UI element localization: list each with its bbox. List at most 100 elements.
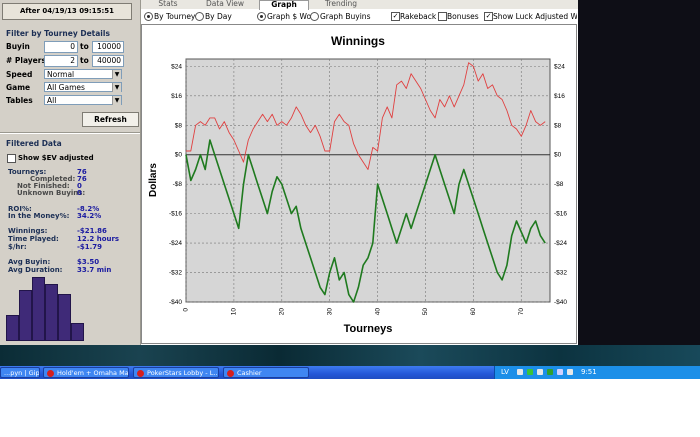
tray-icon[interactable] xyxy=(547,369,553,375)
app-window: After 04/19/13 09:15:51 Filter by Tourne… xyxy=(0,0,578,345)
filter-section-title: Filter by Tourney Details xyxy=(6,29,110,38)
rakeback-checkbox[interactable]: ✓ xyxy=(391,12,400,21)
stat-time-played-label: Time Played: xyxy=(8,235,59,243)
x-tick-label: 60 xyxy=(470,308,477,316)
graph-buyins-label: Graph Buyins xyxy=(320,12,371,21)
show-sev-checkbox[interactable] xyxy=(7,154,16,163)
y-tick-label-right: -$24 xyxy=(554,240,567,247)
game-value: All Games xyxy=(47,83,85,92)
graph-buyins-radio[interactable] xyxy=(310,12,319,21)
desktop-background-strip xyxy=(0,345,700,367)
stat-avg-duration-label: Avg Duration: xyxy=(8,266,63,274)
speed-value: Normal xyxy=(47,70,75,79)
x-tick-label: 20 xyxy=(279,308,286,316)
tables-select[interactable]: All ▼ xyxy=(44,95,122,105)
by-day-radio[interactable] xyxy=(195,12,204,21)
app-icon xyxy=(47,370,54,377)
stat-winnings-label: Winnings: xyxy=(8,227,48,235)
y-tick-label: -$32 xyxy=(169,270,182,277)
filtered-data-title: Filtered Data xyxy=(6,139,62,148)
winnings-chart: 0 10 20 30 40 50 60 70 -$40 -$40 -$32 -$32 -$24 -$24 -… xyxy=(148,34,567,335)
players-label: # Players xyxy=(6,56,46,65)
by-tourney-radio[interactable] xyxy=(144,12,153,21)
plot-area xyxy=(185,58,551,303)
series-lines xyxy=(185,62,546,303)
by-tourney-label: By Tourney xyxy=(154,12,196,21)
y-tick-label: $16 xyxy=(171,93,182,100)
histogram-bar xyxy=(71,323,84,341)
cashier-icon xyxy=(227,370,234,377)
tables-value: All xyxy=(47,96,57,105)
taskbar-item[interactable]: ...pyn | Gipsy... xyxy=(0,367,40,378)
y-tick-label-right: $0 xyxy=(554,152,562,159)
taskbar-item[interactable]: PokerStars Lobby - L... xyxy=(133,367,219,378)
system-tray: LV 9:51 xyxy=(494,366,700,379)
show-sev-label: Show $EV adjusted xyxy=(18,154,94,162)
stat-completed-label: Completed: xyxy=(30,175,76,183)
stat-per-hour-label: $/hr: xyxy=(8,243,27,251)
histogram-bar xyxy=(6,315,19,341)
graph-won-label: Graph $ Won xyxy=(267,12,316,21)
refresh-button[interactable]: Refresh xyxy=(82,112,139,127)
rakeback-label: Rakeback xyxy=(400,12,437,21)
stat-per-hour-value: -$1.79 xyxy=(77,243,103,251)
y-tick-label-right: -$8 xyxy=(554,181,564,188)
y-tick-label: $8 xyxy=(175,122,183,129)
tab-stats[interactable]: Stats xyxy=(158,0,178,8)
show-luck-checkbox[interactable]: ✓ xyxy=(484,12,493,21)
stat-not-finished-label: Not Finished: xyxy=(17,182,70,190)
buyin-from-input[interactable]: 0 xyxy=(44,41,78,53)
histogram-bar xyxy=(45,284,58,341)
bonuses-label: Bonuses xyxy=(447,12,479,21)
players-to-input[interactable]: 40000 xyxy=(92,55,124,67)
tab-graph[interactable]: Graph xyxy=(259,0,309,10)
players-to-label: to xyxy=(80,56,89,65)
date-filter-button[interactable]: After 04/19/13 09:15:51 xyxy=(2,3,132,20)
bonuses-checkbox[interactable] xyxy=(438,12,447,21)
game-label: Game xyxy=(6,83,31,92)
tray-icon[interactable] xyxy=(527,369,533,375)
taskbar-item[interactable]: Hold'em + Omaha Ma... xyxy=(43,367,129,378)
language-indicator[interactable]: LV xyxy=(501,368,509,376)
x-tick-label: 40 xyxy=(374,308,381,316)
y-tick-label-right: -$40 xyxy=(554,299,567,306)
clock[interactable]: 9:51 xyxy=(581,368,597,376)
stat-unknown-buyins-value: 0 xyxy=(77,189,82,197)
grid-lines xyxy=(185,59,550,303)
stat-winnings-value: -$21.86 xyxy=(77,227,107,235)
tab-trending[interactable]: Trending xyxy=(324,0,358,8)
x-axis-label: Tourneys xyxy=(344,323,393,335)
graph-won-radio[interactable] xyxy=(257,12,266,21)
stat-avg-duration-value: 33.7 min xyxy=(77,266,112,274)
x-tick-label: 30 xyxy=(326,308,333,316)
speed-select[interactable]: Normal ▼ xyxy=(44,69,122,79)
y-tick-label-right: $24 xyxy=(554,63,565,70)
y-tick-label: -$40 xyxy=(169,299,182,306)
tray-icon[interactable] xyxy=(537,369,543,375)
chevron-down-icon[interactable]: ▼ xyxy=(112,83,121,92)
tray-icon[interactable] xyxy=(567,369,573,375)
game-select[interactable]: All Games ▼ xyxy=(44,82,122,92)
tray-icon[interactable] xyxy=(517,369,523,375)
taskbar-item[interactable]: Cashier xyxy=(223,367,309,378)
tab-data-view[interactable]: Data View xyxy=(205,0,245,8)
graph-frame: 0 10 20 30 40 50 60 70 -$40 -$40 -$32 -$32 -$24 -$24 -… xyxy=(141,24,577,344)
x-tick-label: 50 xyxy=(422,308,429,316)
chevron-down-icon[interactable]: ▼ xyxy=(112,96,121,105)
buyin-label: Buyin xyxy=(6,42,30,51)
stat-roi-label: ROI%: xyxy=(8,205,32,213)
axis-ticks: 0 10 20 30 40 50 60 70 -$40 -$40 -$32 -$32 -$24 -$24 -… xyxy=(169,63,567,315)
by-day-label: By Day xyxy=(205,12,232,21)
tab-bar: Stats Data View Graph Trending xyxy=(141,0,578,10)
players-from-input[interactable]: 2 xyxy=(44,55,78,67)
tray-icon[interactable] xyxy=(557,369,563,375)
x-tick-label: 10 xyxy=(231,308,238,316)
histogram-bar xyxy=(58,294,71,341)
chevron-down-icon[interactable]: ▼ xyxy=(112,70,121,79)
stat-itm-label: In the Money%: xyxy=(8,212,70,220)
filter-panel: After 04/19/13 09:15:51 Filter by Tourne… xyxy=(0,0,141,345)
speed-label: Speed xyxy=(6,70,33,79)
histogram-bar xyxy=(32,277,45,341)
buyin-to-input[interactable]: 10000 xyxy=(92,41,124,53)
series-line-red xyxy=(186,62,546,170)
